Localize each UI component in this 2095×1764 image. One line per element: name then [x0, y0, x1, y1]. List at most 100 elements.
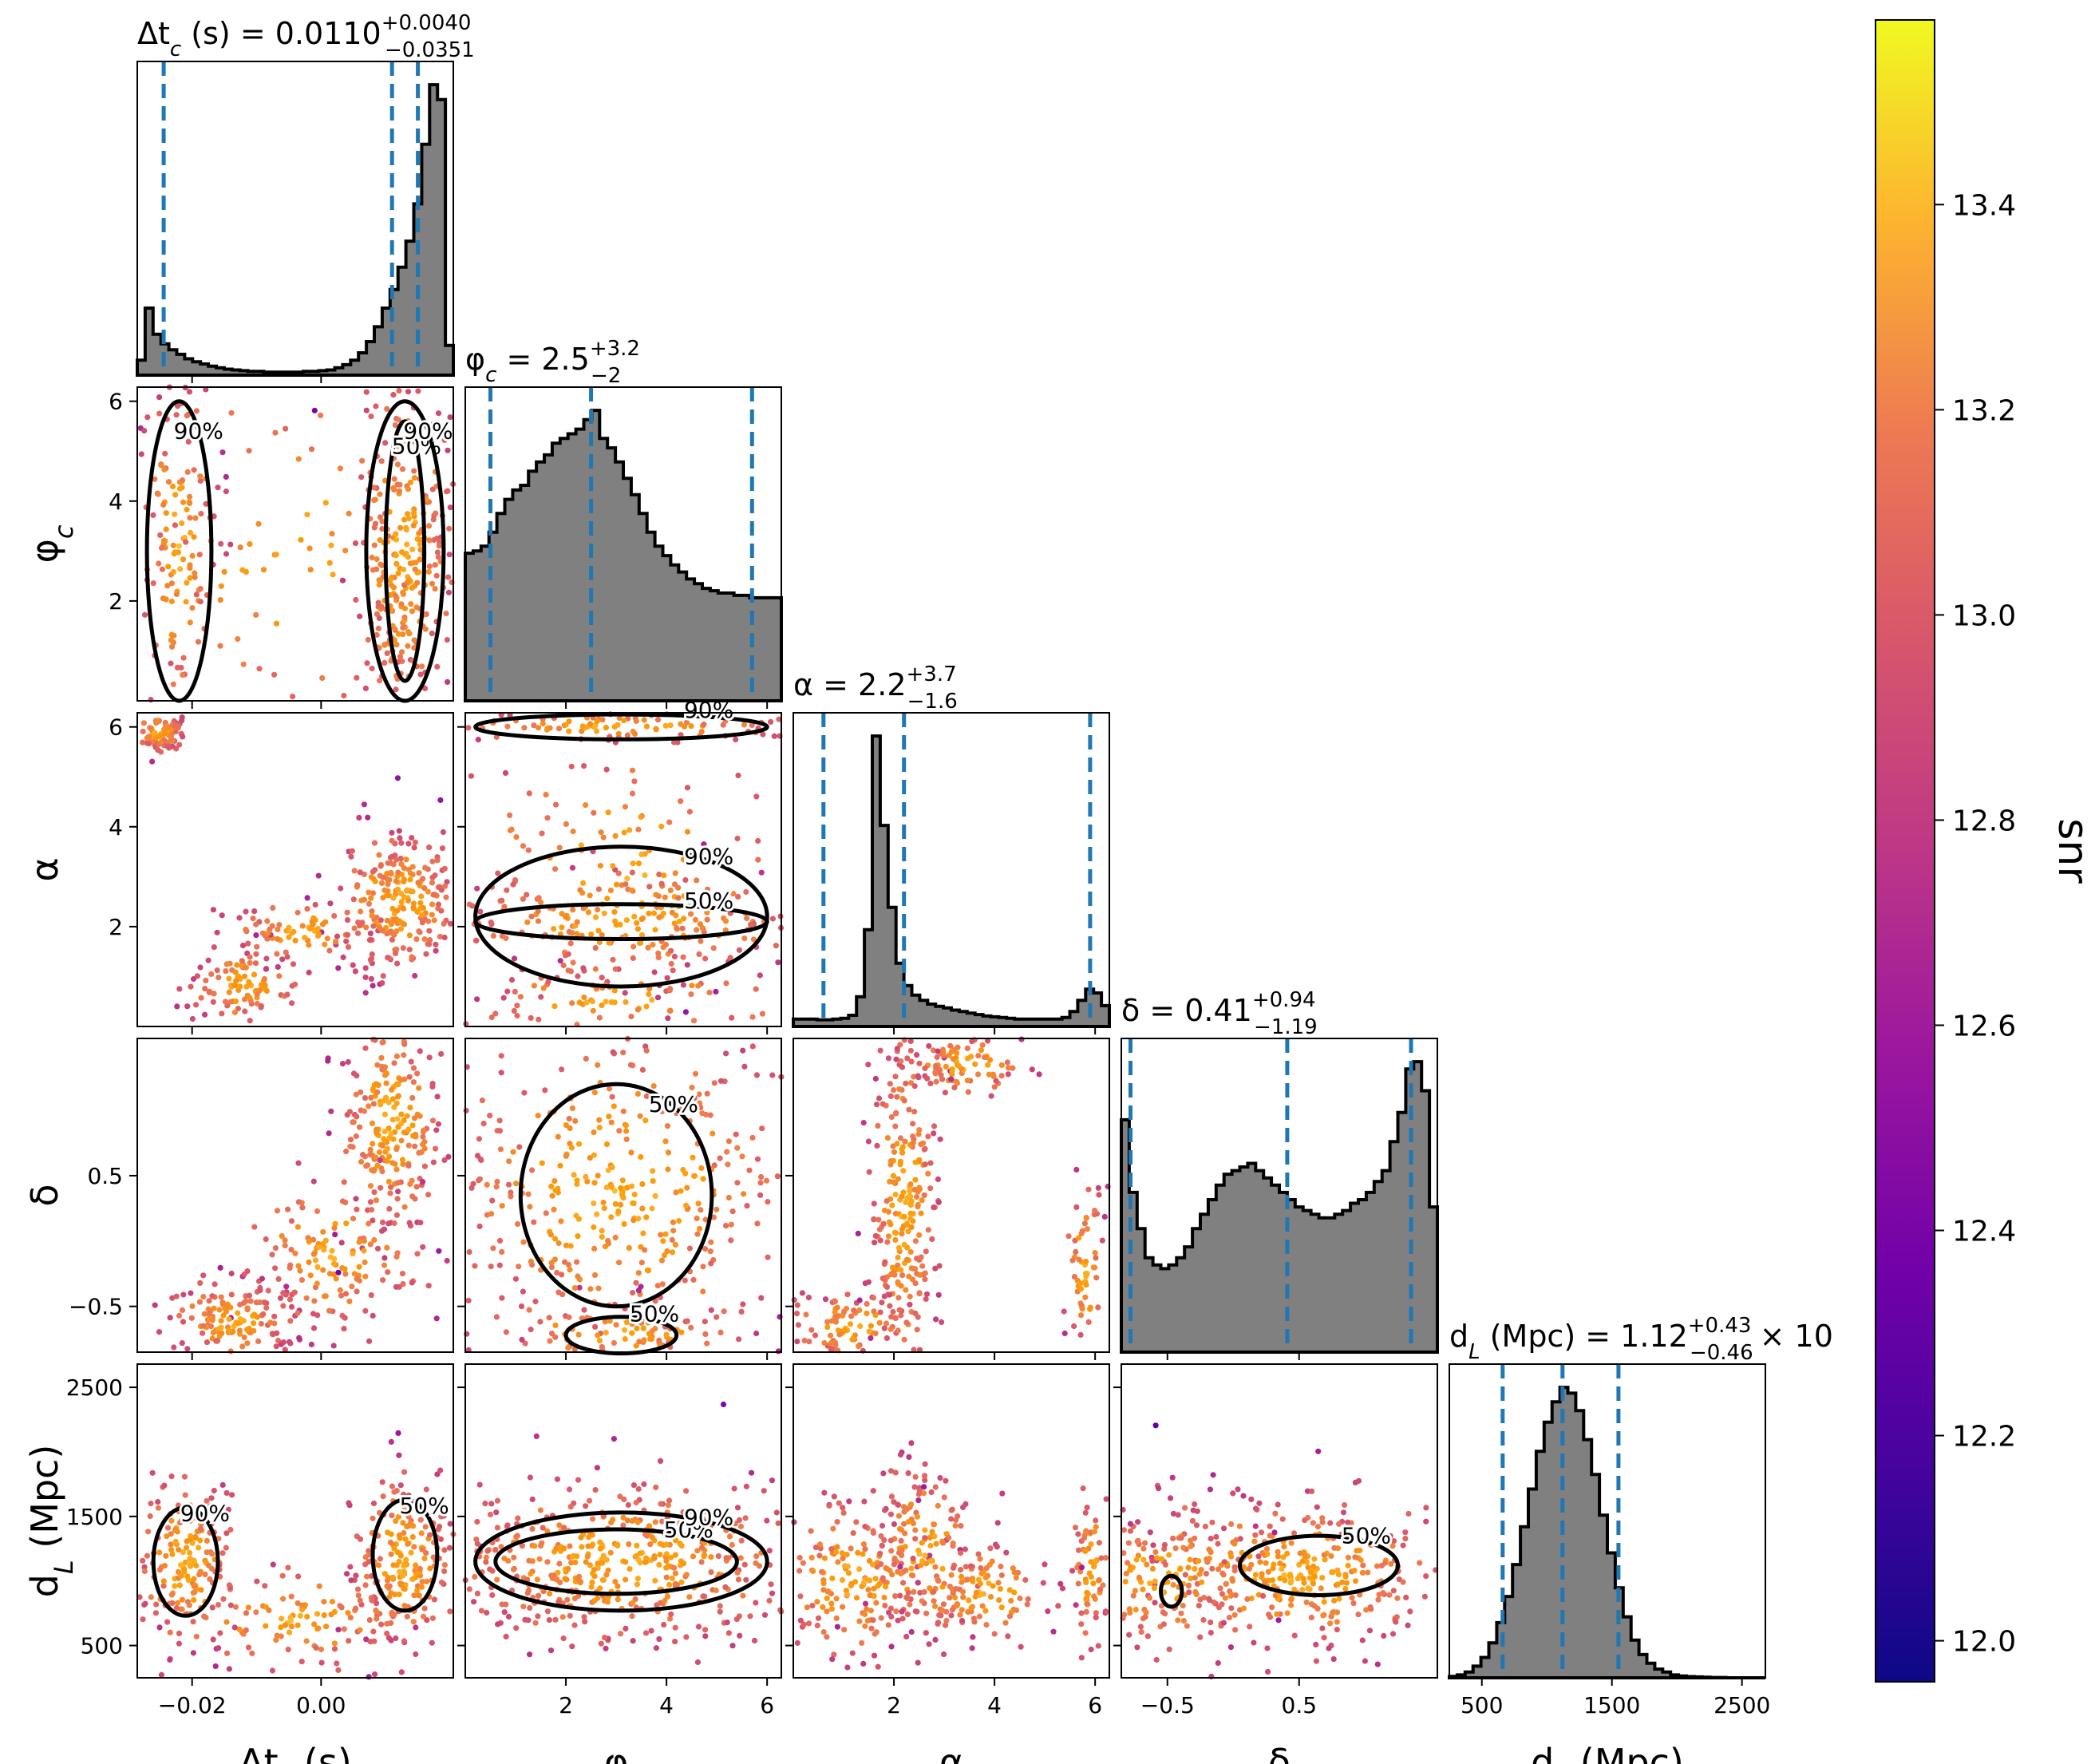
sample-point	[378, 603, 385, 610]
sample-point	[331, 912, 338, 920]
sample-point	[876, 1216, 882, 1223]
sample-point	[307, 1272, 314, 1279]
sample-point	[905, 1470, 911, 1477]
sample-point	[569, 1105, 576, 1111]
sample-point	[672, 1241, 678, 1248]
sample-point	[1004, 1059, 1010, 1066]
sample-point	[547, 1232, 554, 1238]
sample-point	[664, 975, 670, 981]
sample-point	[398, 601, 405, 607]
sample-point	[271, 1313, 278, 1319]
sample-point	[368, 413, 374, 420]
sample-point	[921, 1146, 927, 1153]
sample-point	[596, 1125, 603, 1131]
sample-point	[941, 1494, 947, 1501]
sample-point	[188, 529, 194, 536]
sample-point	[932, 1636, 939, 1643]
sample-point	[526, 1307, 532, 1313]
sample-point	[391, 1060, 397, 1066]
sample-point	[702, 1319, 708, 1325]
sample-point	[901, 1241, 907, 1248]
sample-point	[721, 1308, 727, 1315]
sample-point	[952, 1594, 959, 1601]
sample-point	[236, 1626, 243, 1632]
sample-point	[441, 437, 448, 444]
sample-point	[363, 1163, 370, 1169]
sample-point	[1069, 1568, 1076, 1574]
sample-point	[734, 1180, 741, 1186]
sample-point	[306, 942, 312, 948]
sample-point	[634, 1581, 641, 1588]
sample-point	[723, 980, 729, 987]
sample-point	[200, 1330, 206, 1336]
sample-point	[828, 1606, 835, 1612]
sample-point	[290, 694, 296, 700]
sample-point	[596, 1338, 603, 1344]
sample-point	[698, 729, 705, 735]
sample-point	[370, 983, 376, 989]
sample-point	[534, 1576, 541, 1583]
sample-point	[1206, 1597, 1213, 1604]
sample-point	[1182, 1505, 1188, 1511]
sample-point	[1402, 1529, 1409, 1536]
sample-point	[1073, 1248, 1079, 1256]
sample-point	[396, 918, 402, 924]
sample-point	[878, 1561, 884, 1568]
sample-point	[1082, 1548, 1089, 1554]
sample-point	[429, 1083, 436, 1090]
sample-point	[599, 1560, 606, 1566]
sample-point	[1185, 1583, 1192, 1589]
sample-point	[275, 935, 281, 942]
sample-point	[402, 1501, 409, 1508]
sample-point	[900, 1504, 907, 1510]
sample-point	[570, 959, 576, 966]
sample-point	[960, 1504, 966, 1510]
sample-point	[652, 1519, 658, 1525]
sample-point	[1092, 1208, 1098, 1214]
sample-point	[578, 842, 584, 848]
sample-point	[389, 1086, 395, 1093]
sample-point	[389, 1513, 395, 1519]
sample-point	[670, 967, 676, 974]
sample-point	[465, 1297, 472, 1303]
sample-point	[653, 726, 659, 732]
sample-point	[398, 1111, 405, 1117]
sample-point	[655, 955, 662, 961]
sample-point	[707, 1112, 713, 1118]
sample-point	[912, 1608, 919, 1615]
sample-point	[935, 1502, 941, 1509]
sample-point	[171, 551, 177, 557]
sample-point	[393, 536, 400, 543]
sample-point	[247, 959, 253, 966]
sample-point	[890, 1269, 896, 1276]
sample-point	[179, 520, 185, 527]
sample-point	[758, 1295, 765, 1301]
sample-point	[235, 1310, 241, 1316]
sample-point	[800, 1621, 807, 1628]
sample-point	[430, 421, 437, 427]
sample-point	[176, 543, 182, 549]
sample-point	[496, 1262, 503, 1268]
sample-point	[207, 1503, 213, 1509]
sample-point	[604, 896, 611, 902]
sample-point	[914, 1327, 920, 1333]
sample-point	[341, 1326, 347, 1332]
sample-point	[1018, 1643, 1024, 1650]
sample-point	[605, 1567, 611, 1573]
sample-point	[359, 457, 366, 464]
sample-point	[357, 1627, 363, 1633]
sample-point	[1252, 1572, 1259, 1578]
sample-point	[653, 1645, 660, 1651]
sample-point	[621, 1496, 627, 1502]
sample-point	[1188, 1575, 1194, 1582]
sample-point	[1299, 1587, 1306, 1593]
sample-point	[432, 1145, 439, 1152]
sample-point	[168, 1541, 174, 1548]
sample-point	[701, 1553, 707, 1560]
sample-point	[1256, 1500, 1263, 1506]
sample-point	[566, 728, 572, 734]
sample-point	[283, 1283, 290, 1290]
sample-point	[359, 920, 366, 926]
sample-point	[857, 1323, 864, 1329]
sample-point	[571, 1285, 579, 1291]
